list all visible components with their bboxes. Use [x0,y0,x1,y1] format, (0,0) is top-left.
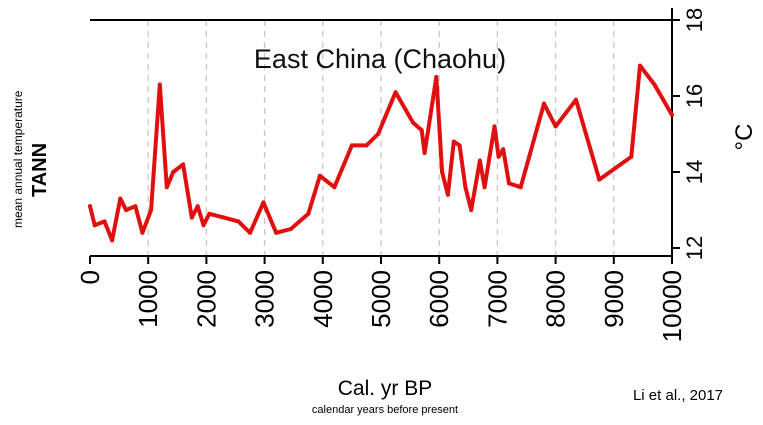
temperature-series-line [88,63,674,243]
data-point [349,143,354,148]
data-point [236,219,241,224]
data-point [207,211,212,216]
y-axis-sub-label: mean annual temperature [11,90,25,228]
data-point [670,113,674,117]
data-point [422,151,427,155]
x-axis-ticks: 0 1000 2000 3000 4000 5000 6000 7000 8000 9000 100… [75,256,687,342]
y-tick-label: 14 [682,160,707,184]
data-point [518,185,523,190]
data-point [477,158,482,163]
x-tick-label: 5000 [366,270,396,328]
data-point [376,132,381,136]
x-axis-sub-label: calendar years before present [312,404,458,416]
x-axis-label: Cal. yr BP [338,377,433,400]
data-point [133,204,138,209]
data-point [110,238,115,243]
y-axis-unit: °C [731,124,758,151]
chart-title: East China (Chaohu) [254,44,506,74]
data-point [364,143,369,148]
y-tick-label: 12 [682,236,707,260]
x-tick-label: 1000 [133,270,163,328]
data-point [411,120,416,125]
data-point [597,177,602,182]
data-point [419,128,424,133]
y-axis-label: TANN [29,143,51,197]
data-point [393,90,398,95]
data-point [189,215,194,220]
data-point [149,208,154,212]
data-point [451,139,456,144]
x-tick-label: 9000 [599,270,629,328]
data-point [274,230,279,235]
data-point [261,200,266,205]
data-point [434,75,439,79]
x-tick-label: 6000 [424,270,454,328]
x-tick-label: 4000 [308,270,338,328]
data-point [124,208,129,212]
data-point [553,124,558,129]
data-point [306,211,311,216]
y-axis-ticks: 12 14 16 18 [672,8,707,260]
data-point [140,230,145,235]
data-point [541,101,546,106]
y-tick-label: 16 [682,84,707,108]
data-point [92,223,97,228]
data-point [201,223,206,228]
y-tick-label: 18 [682,8,707,32]
data-point [332,185,337,190]
x-tick-label: 3000 [250,270,280,328]
data-point [248,230,253,235]
data-point [171,170,176,174]
data-point [118,196,123,201]
x-tick-label: 7000 [482,270,512,328]
citation: Li et al., 2017 [633,387,723,404]
x-tick-label: 0 [75,270,105,284]
data-point [88,204,92,209]
data-point [482,185,487,190]
data-point [157,82,162,87]
data-point [463,185,468,190]
data-point [501,147,506,152]
data-point [317,173,322,178]
data-point [492,124,497,129]
data-point [637,63,642,68]
data-point [181,162,186,167]
series-layer [88,63,674,243]
data-point [221,215,226,220]
data-point [288,227,293,231]
x-tick-label: 8000 [541,270,571,328]
data-point [102,219,107,224]
data-point [428,113,433,117]
data-point [440,170,445,174]
data-point [573,97,578,102]
data-point [164,185,169,190]
data-point [507,181,512,186]
x-tick-label: 2000 [191,270,221,328]
data-point [629,154,634,159]
data-point [457,143,462,148]
data-point [445,192,450,197]
data-point [496,154,501,159]
data-point [652,82,657,87]
x-tick-label: 10000 [657,270,687,342]
data-point [469,208,474,212]
data-point [195,204,200,209]
